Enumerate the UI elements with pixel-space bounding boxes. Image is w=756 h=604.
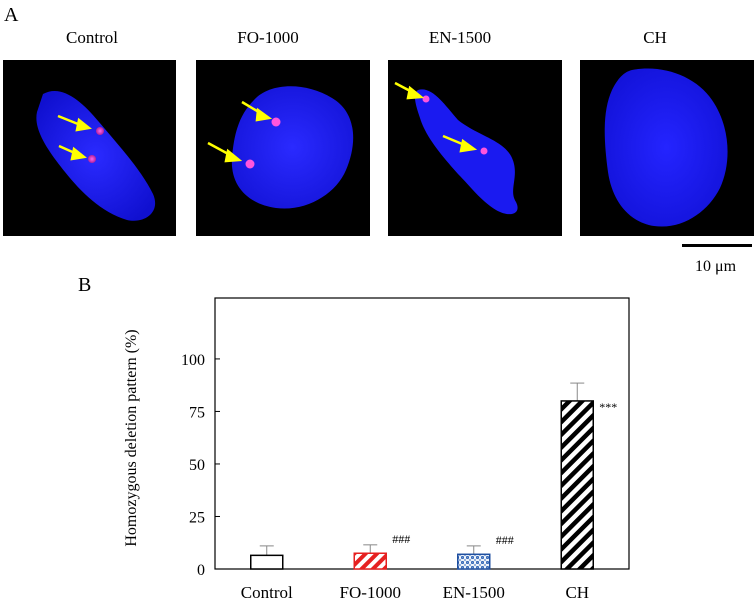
arrow-icon xyxy=(58,144,87,161)
y-tick-label: 50 xyxy=(189,457,205,474)
bar-fo-1000 xyxy=(353,552,387,570)
x-tick-label: EN-1500 xyxy=(443,583,505,602)
y-axis-title: Homozygous deletion pattern (%) xyxy=(123,329,140,546)
panel-a-letter: A xyxy=(4,4,19,26)
nucleus-image-en1500 xyxy=(394,81,518,215)
micrograph-fo1000 xyxy=(196,60,370,236)
fish-signal-dot xyxy=(480,147,488,155)
fish-signal-dot xyxy=(245,159,255,169)
bar-en-1500 xyxy=(457,553,491,570)
y-axis: 0 25 50 75 100 xyxy=(181,352,220,579)
y-tick-label: 100 xyxy=(181,352,205,369)
fish-signal-dot xyxy=(88,155,96,163)
fish-signal-dot xyxy=(96,127,104,135)
image-label-ch: CH xyxy=(643,28,667,47)
fish-signal-dot xyxy=(422,95,430,103)
x-tick-label: CH xyxy=(565,583,589,602)
x-tick-label: FO-1000 xyxy=(340,583,401,602)
nucleus-image-ch xyxy=(604,68,728,227)
panel-b-letter: B xyxy=(78,274,92,296)
plot-frame xyxy=(214,297,630,570)
nucleus-image-control xyxy=(36,90,156,221)
arrow-icon xyxy=(207,141,243,163)
bar-control xyxy=(250,554,284,570)
y-tick-label: 0 xyxy=(197,562,205,579)
arrow-icon xyxy=(442,134,478,153)
arrow-icon xyxy=(241,100,273,122)
y-tick-label: 25 xyxy=(189,509,205,526)
scale-bar-label: 10 μm xyxy=(695,258,737,275)
fish-signal-dot xyxy=(271,117,281,127)
significance-label: ### xyxy=(496,533,514,547)
x-axis: Control FO-1000 EN-1500 CH xyxy=(241,583,589,602)
nucleus-image-fo1000 xyxy=(207,86,354,209)
x-tick-label: Control xyxy=(241,583,293,602)
arrow-icon xyxy=(394,81,425,100)
arrow-icon xyxy=(57,114,92,132)
image-label-fo1000: FO-1000 xyxy=(237,28,299,47)
image-label-control: Control xyxy=(66,28,118,47)
micrograph-control xyxy=(3,60,176,236)
bars: ### ### *** xyxy=(250,382,617,570)
significance-label: *** xyxy=(599,400,617,414)
micrograph-en1500 xyxy=(388,60,562,236)
scale-bar xyxy=(682,244,752,247)
significance-label: ### xyxy=(392,532,410,546)
bar-ch xyxy=(560,400,594,570)
y-tick-label: 75 xyxy=(189,404,205,421)
image-label-en1500: EN-1500 xyxy=(428,28,492,47)
micrograph-ch xyxy=(580,60,754,236)
